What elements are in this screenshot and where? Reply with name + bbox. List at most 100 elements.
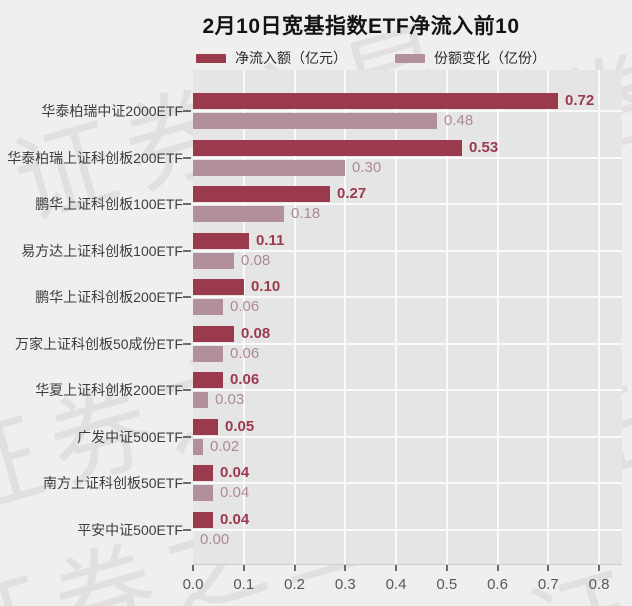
vertical-grid-line (395, 70, 397, 564)
share-change-value-label: 0.03 (215, 391, 245, 408)
net-inflow-value-label: 0.10 (251, 278, 281, 295)
y-axis-tick (183, 156, 191, 159)
share-change-value-label: 0.48 (444, 112, 474, 129)
x-axis-tick (242, 565, 245, 571)
vertical-grid-line (344, 70, 347, 564)
x-axis-tick (445, 565, 448, 571)
net-inflow-value-label: 0.06 (230, 371, 260, 388)
x-axis-tick-label: 0.7 (537, 576, 559, 593)
net-inflow-value-label: 0.53 (469, 138, 499, 156)
net-inflow-bar[interactable] (193, 325, 234, 342)
x-axis-tick-label: 0.1 (233, 576, 255, 593)
net-inflow-bar[interactable] (193, 465, 213, 481)
x-axis-tick (293, 565, 296, 571)
y-axis-tick (183, 482, 191, 484)
share-change-bar[interactable] (193, 159, 345, 176)
horizontal-grid-line (193, 482, 622, 484)
y-axis-tick (183, 296, 191, 298)
net-inflow-value-label: 0.04 (220, 510, 250, 528)
net-inflow-bar[interactable] (193, 279, 244, 295)
vertical-grid-line (496, 70, 499, 564)
net-inflow-bar[interactable] (193, 232, 249, 249)
share-change-value-label: 0.02 (210, 437, 240, 455)
horizontal-grid-line (193, 389, 622, 391)
net-inflow-legend-label[interactable]: 净流入额（亿元） (235, 50, 347, 66)
share-change-value-label: 0.04 (220, 484, 250, 501)
net-inflow-value-label: 0.27 (337, 185, 367, 202)
x-axis-tick (547, 565, 550, 571)
x-axis-tick-label: 0.4 (385, 576, 407, 593)
horizontal-grid-line (193, 435, 622, 438)
share-change-value-label: 0.00 (200, 530, 230, 548)
net-inflow-bar[interactable] (193, 186, 330, 202)
net-inflow-value-label: 0.05 (225, 417, 255, 435)
x-axis-tick-label: 0.2 (284, 576, 305, 593)
horizontal-grid-line (193, 249, 622, 252)
category-label: 平安中证500ETF (77, 521, 183, 538)
share-change-bar[interactable] (193, 345, 223, 362)
x-axis-tick-label: 0.5 (436, 576, 458, 593)
share-change-bar[interactable] (193, 438, 203, 455)
horizontal-grid-line (193, 203, 622, 205)
category-label: 华夏上证科创板200ETF (35, 382, 183, 398)
net-inflow-value-label: 0.04 (220, 464, 250, 481)
net-inflow-bar[interactable] (193, 93, 558, 109)
share-change-value-label: 0.06 (230, 344, 260, 362)
x-axis-tick (344, 565, 347, 571)
net-inflow-value-label: 0.08 (241, 324, 271, 342)
y-axis-tick (183, 249, 191, 252)
share-change-value-label: 0.06 (230, 298, 260, 315)
vertical-grid-line (598, 70, 600, 564)
share-change-legend-swatch (395, 53, 425, 63)
y-axis-tick (183, 528, 191, 531)
share-change-bar[interactable] (193, 392, 208, 408)
horizontal-grid-line (193, 528, 622, 531)
net-inflow-bar[interactable] (193, 372, 223, 388)
vertical-grid-line (242, 70, 245, 564)
net-inflow-value-label: 0.11 (256, 231, 285, 249)
horizontal-grid-line (193, 296, 622, 298)
share-change-bar[interactable] (193, 299, 223, 315)
share-change-bar[interactable] (193, 252, 234, 269)
net-inflow-legend-swatch (196, 53, 226, 63)
y-axis-tick (183, 110, 191, 112)
x-axis-tick-label: 0.0 (182, 576, 204, 593)
vertical-grid-line (445, 70, 448, 564)
share-change-legend-label[interactable]: 份额变化（亿份） (434, 50, 546, 66)
share-change-bar[interactable] (193, 113, 437, 129)
y-axis-tick (183, 342, 191, 345)
x-axis-tick-label: 0.8 (588, 576, 610, 593)
x-axis-tick (496, 565, 499, 571)
x-axis-tick-label: 0.6 (487, 576, 508, 593)
vertical-grid-line (547, 70, 550, 564)
x-axis-tick-label: 0.3 (334, 576, 356, 593)
net-inflow-bar[interactable] (193, 511, 213, 528)
horizontal-grid-line (193, 110, 622, 112)
horizontal-grid-line (193, 342, 622, 345)
category-label: 华泰柏瑞上证科创板200ETF (7, 149, 183, 166)
x-axis-tick (192, 565, 194, 571)
category-label: 南方上证科创板50ETF (42, 475, 183, 491)
chart-title: 2月10日宽基指数ETF净流入前10 (202, 15, 520, 38)
share-change-value-label: 0.18 (291, 205, 321, 222)
net-inflow-bar[interactable] (193, 418, 218, 435)
net-inflow-value-label: 0.72 (565, 92, 595, 109)
vertical-grid-line (293, 70, 296, 564)
x-axis-tick (395, 565, 397, 571)
y-axis-tick (183, 203, 191, 205)
y-axis-tick (183, 389, 191, 391)
category-label: 鹏华上证科创板200ETF (35, 289, 183, 305)
share-change-value-label: 0.08 (241, 251, 271, 269)
plot-area: 0.72 0.48 0.53 0.30 0.27 0.18 0.11 0.08 0.10 0.06… (193, 70, 622, 565)
share-change-bar[interactable] (193, 485, 213, 501)
horizontal-grid-line (193, 156, 622, 159)
category-label: 万家上证科创板50成份ETF (14, 335, 183, 352)
category-label: 易方达上证科创板100ETF (21, 242, 183, 259)
category-label: 华泰柏瑞中证2000ETF (41, 103, 183, 119)
category-label: 广发中证500ETF (77, 428, 183, 445)
category-label: 鹏华上证科创板100ETF (35, 196, 183, 212)
share-change-bar[interactable] (193, 206, 284, 222)
x-axis-tick (598, 565, 600, 571)
net-inflow-bar[interactable] (193, 139, 462, 156)
